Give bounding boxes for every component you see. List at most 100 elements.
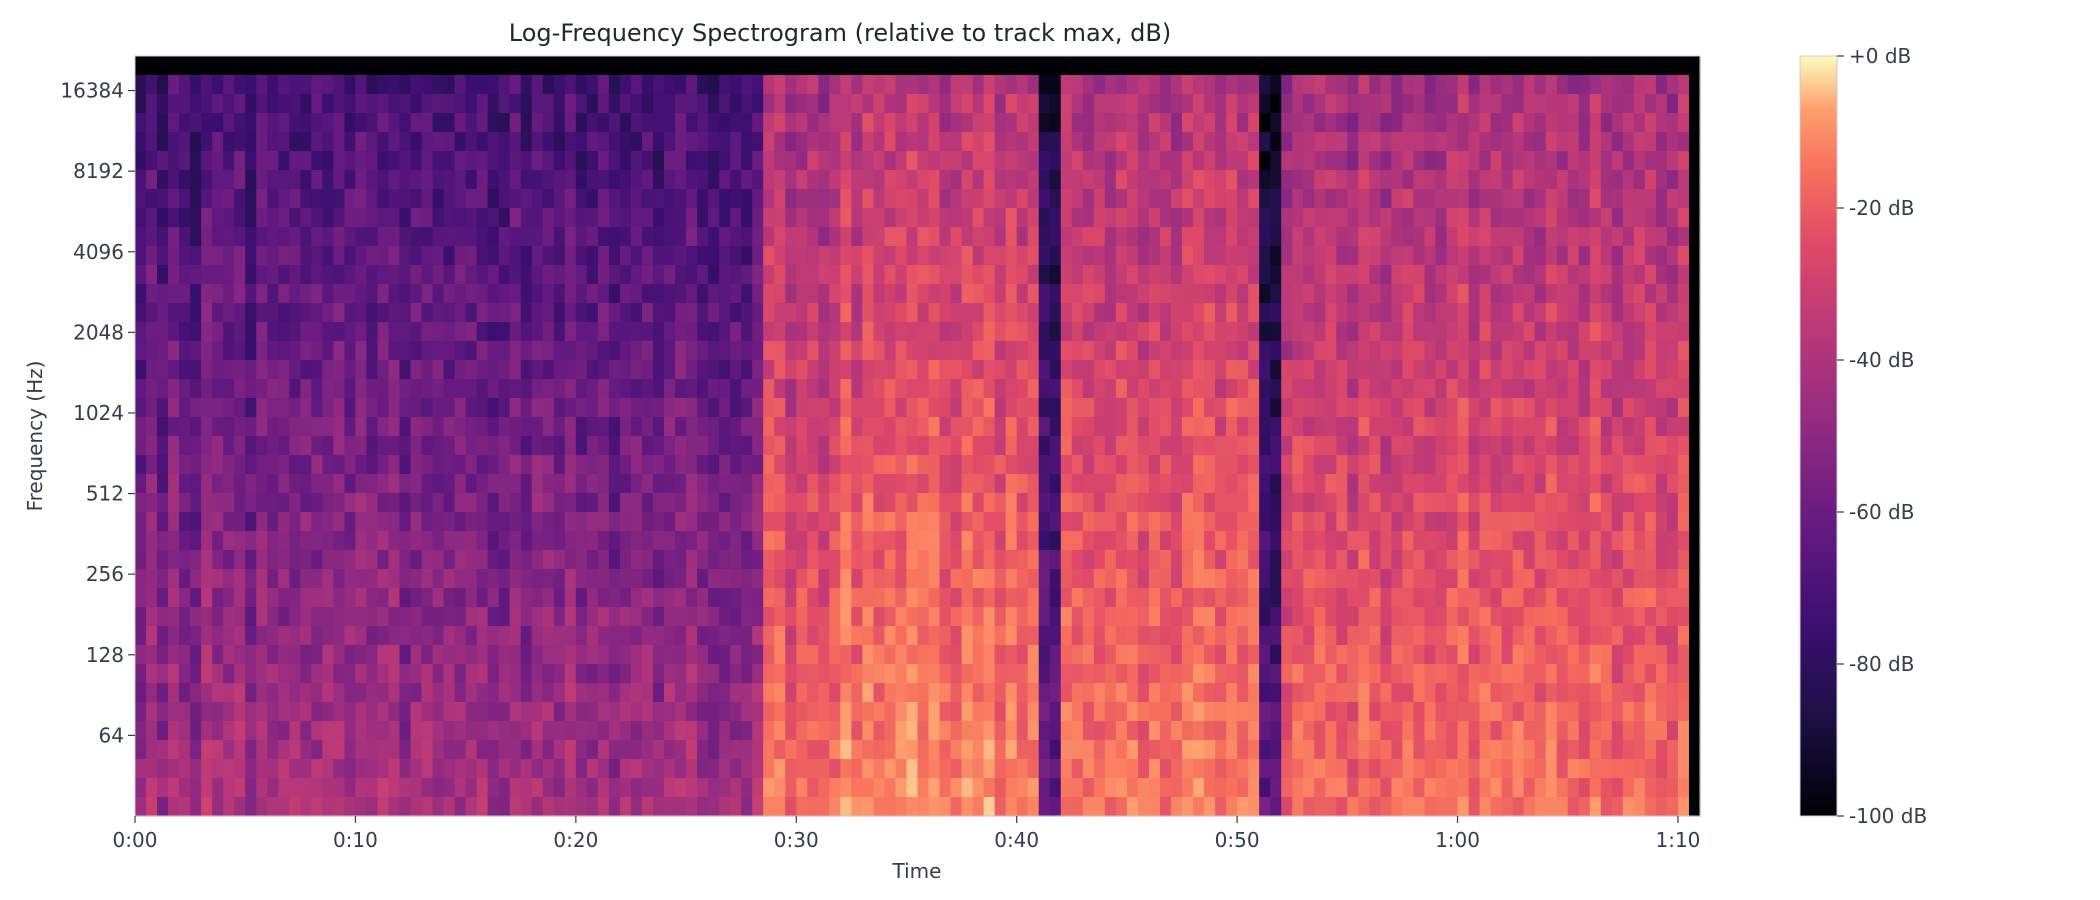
heatmap-cell	[1292, 455, 1304, 475]
heatmap-cell	[873, 721, 886, 741]
heatmap-cell	[895, 189, 908, 209]
heatmap-cell	[851, 113, 863, 133]
heatmap-cell	[179, 227, 191, 247]
heatmap-cell	[873, 341, 886, 361]
heatmap-cell	[1336, 341, 1348, 361]
heatmap-cell	[950, 512, 963, 532]
heatmap-cell	[1281, 170, 1293, 190]
heatmap-cell	[465, 284, 478, 304]
heatmap-cell	[421, 550, 434, 570]
heatmap-cell	[1005, 664, 1018, 684]
heatmap-cell	[1336, 265, 1348, 285]
heatmap-cell	[586, 702, 599, 722]
heatmap-cell	[664, 284, 676, 304]
heatmap-cell	[1457, 170, 1470, 190]
heatmap-cell	[553, 189, 566, 209]
heatmap-cell	[972, 721, 985, 741]
heatmap-cell	[961, 493, 974, 513]
heatmap-cell	[575, 322, 588, 342]
heatmap-cell	[421, 797, 434, 817]
heatmap-cell	[553, 702, 566, 722]
heatmap-cell	[190, 379, 202, 399]
heatmap-cell	[1049, 607, 1062, 627]
heatmap-cell	[1358, 94, 1370, 114]
heatmap-cell	[1490, 132, 1503, 152]
heatmap-cell	[906, 588, 919, 608]
heatmap-cell	[1226, 56, 1238, 76]
heatmap-cell	[719, 322, 731, 342]
heatmap-cell	[1270, 265, 1282, 285]
heatmap-cell	[1049, 246, 1062, 266]
heatmap-cell	[399, 417, 412, 437]
heatmap-cell	[1501, 550, 1514, 570]
heatmap-cell	[223, 645, 235, 665]
heatmap-cell	[1380, 759, 1393, 779]
heatmap-cell	[917, 341, 930, 361]
heatmap-cell	[829, 284, 841, 304]
heatmap-cell	[785, 265, 797, 285]
heatmap-cell	[1093, 702, 1106, 722]
heatmap-cell	[498, 379, 511, 399]
heatmap-cell	[465, 417, 478, 437]
heatmap-cell	[1182, 303, 1194, 323]
heatmap-cell	[630, 645, 643, 665]
heatmap-cell	[1413, 588, 1426, 608]
heatmap-cell	[245, 341, 257, 361]
heatmap-cell	[752, 550, 764, 570]
heatmap-cell	[1457, 417, 1470, 437]
heatmap-cell	[278, 664, 290, 684]
heatmap-cell	[322, 113, 334, 133]
heatmap-cell	[498, 474, 511, 494]
heatmap-cell	[1215, 569, 1227, 589]
heatmap-cell	[520, 246, 533, 266]
heatmap-cell	[1435, 512, 1448, 532]
heatmap-cell	[179, 797, 191, 817]
heatmap-cell	[432, 398, 445, 418]
heatmap-cell	[906, 113, 919, 133]
heatmap-cell	[652, 778, 665, 798]
heatmap-cell	[840, 474, 852, 494]
heatmap-cell	[135, 474, 147, 494]
heatmap-cell	[300, 113, 312, 133]
heatmap-cell	[1259, 132, 1271, 152]
heatmap-cell	[564, 664, 577, 684]
heatmap-cell	[1369, 569, 1381, 589]
heatmap-cell	[377, 759, 390, 779]
heatmap-cell	[608, 75, 621, 95]
heatmap-cell	[289, 398, 301, 418]
heatmap-cell	[531, 94, 544, 114]
heatmap-cell	[983, 588, 996, 608]
heatmap-cell	[675, 626, 687, 646]
heatmap-cell	[322, 284, 334, 304]
heatmap-cell	[1104, 474, 1117, 494]
heatmap-cell	[884, 721, 897, 741]
heatmap-cell	[1071, 132, 1084, 152]
heatmap-cell	[443, 645, 456, 665]
heatmap-cell	[1336, 170, 1348, 190]
heatmap-cell	[697, 246, 709, 266]
heatmap-cell	[1204, 436, 1216, 456]
heatmap-cell	[774, 132, 786, 152]
heatmap-cell	[311, 113, 323, 133]
heatmap-cell	[1104, 170, 1117, 190]
heatmap-cell	[432, 265, 445, 285]
heatmap-cell	[575, 512, 588, 532]
heatmap-cell	[961, 721, 974, 741]
heatmap-cell	[157, 75, 169, 95]
heatmap-cell	[1380, 56, 1393, 76]
heatmap-cell	[851, 645, 863, 665]
heatmap-cell	[840, 189, 852, 209]
heatmap-cell	[675, 702, 687, 722]
heatmap-cell	[190, 360, 202, 380]
heatmap-cell	[311, 151, 323, 171]
heatmap-cell	[884, 303, 897, 323]
heatmap-cell	[553, 588, 566, 608]
heatmap-cell	[575, 531, 588, 551]
heatmap-cell	[961, 94, 974, 114]
heatmap-cell	[179, 208, 191, 228]
heatmap-cell	[1016, 322, 1029, 342]
heatmap-cell	[608, 778, 621, 798]
heatmap-cell	[344, 474, 357, 494]
heatmap-cell	[917, 721, 930, 741]
heatmap-cell	[234, 645, 246, 665]
